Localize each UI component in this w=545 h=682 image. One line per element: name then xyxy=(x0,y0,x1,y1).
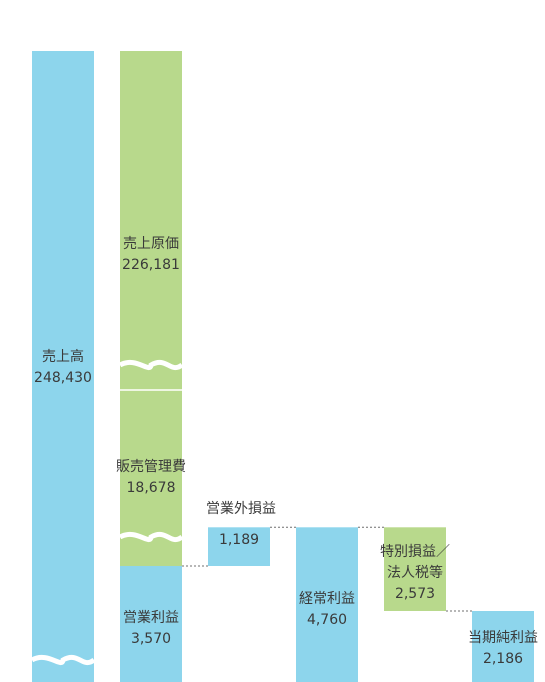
bar-non-op xyxy=(208,527,270,566)
label-special: 特別損益／法人税等 2,573 xyxy=(380,544,450,602)
break-marks-layer xyxy=(30,359,184,666)
labels-layer: 売上高 248,430 売上原価 226,181 販売管理費 18,678 営業利益 3,57… xyxy=(34,236,538,667)
label-non-op-name: 営業外損益 xyxy=(206,501,276,517)
bars-layer xyxy=(32,51,534,682)
bar-op-income xyxy=(120,566,182,682)
bar-sales xyxy=(32,51,94,682)
bar-ordinary xyxy=(296,527,358,682)
bar-cogs xyxy=(120,51,182,390)
break-mark-cogs xyxy=(118,359,184,371)
label-sales: 売上高 248,430 xyxy=(34,348,92,386)
connectors-layer xyxy=(182,526,472,612)
label-sga: 販売管理費 18,678 xyxy=(116,459,186,496)
label-net: 当期純利益 2,186 xyxy=(468,630,538,667)
bar-special xyxy=(384,527,446,611)
label-op-income: 営業利益 3,570 xyxy=(123,610,179,647)
label-cogs: 売上原価 226,181 xyxy=(122,236,180,273)
label-ordinary: 経常利益 4,760 xyxy=(299,591,355,628)
bar-net xyxy=(472,611,534,682)
label-non-op-value: 1,189 xyxy=(219,532,259,548)
break-mark-sales xyxy=(30,654,96,666)
break-mark-sga xyxy=(118,531,184,543)
